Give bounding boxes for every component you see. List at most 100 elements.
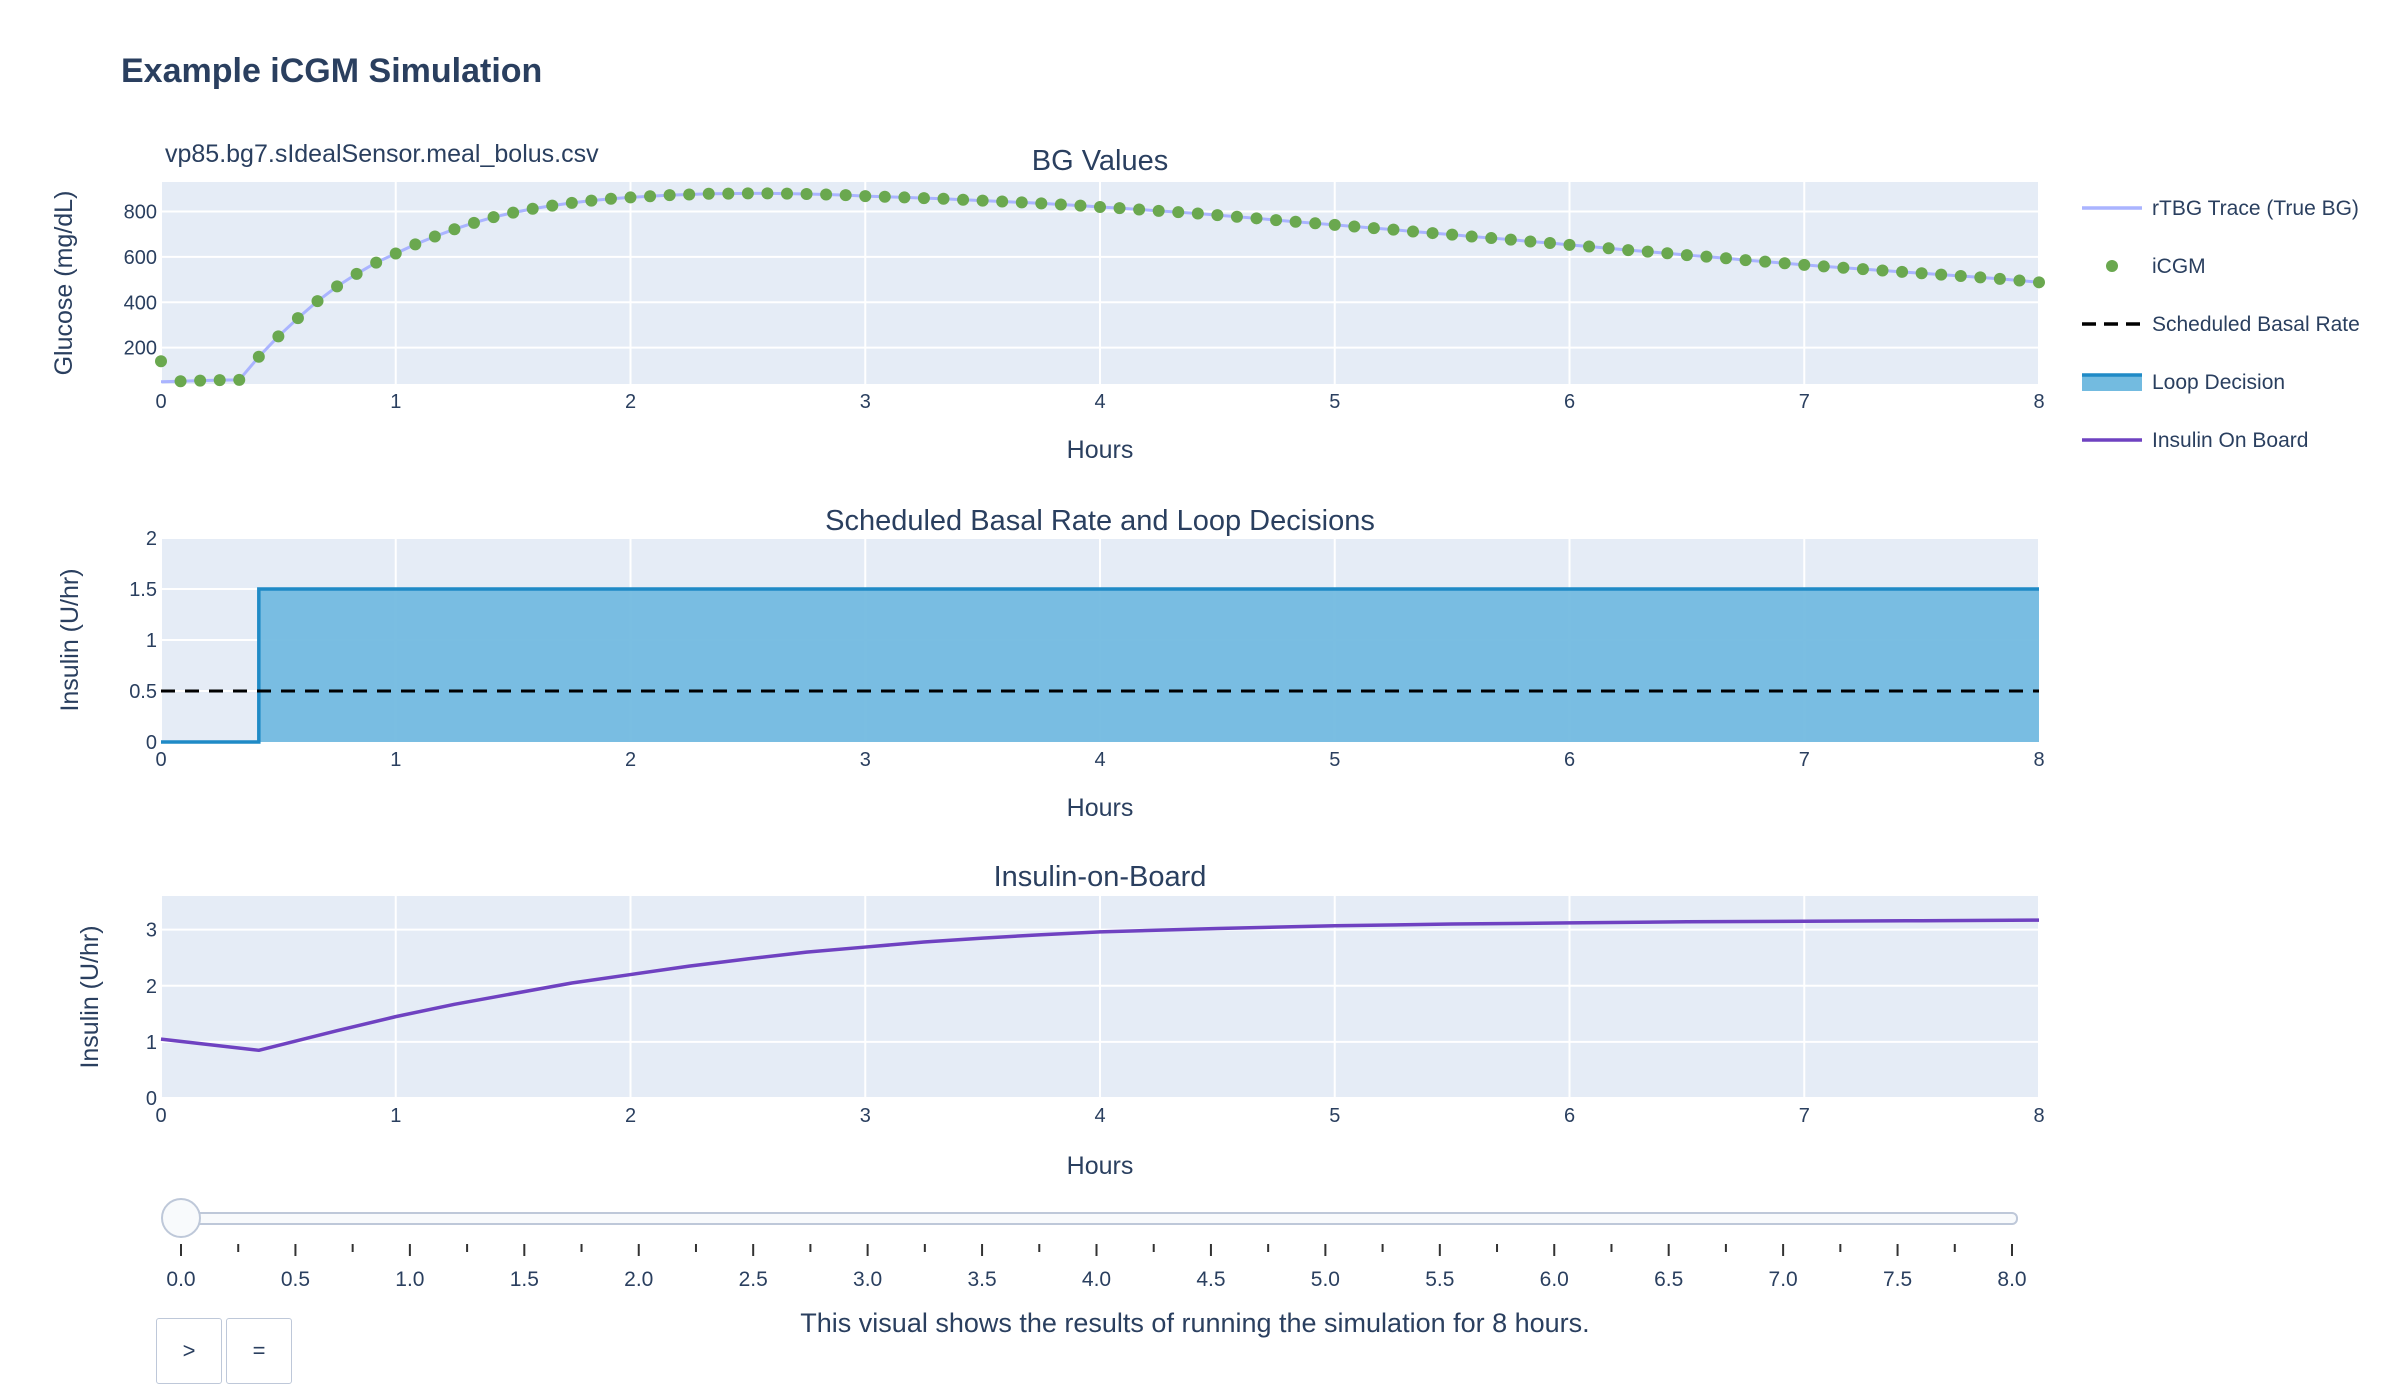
icgm-point bbox=[1152, 204, 1165, 217]
x-axis-title: Hours bbox=[1067, 794, 1134, 822]
icgm-point bbox=[2013, 274, 2026, 287]
slider-tick-label: 1.0 bbox=[395, 1268, 424, 1291]
slider-tick-label: 4.0 bbox=[1082, 1268, 1111, 1291]
icgm-point bbox=[1426, 227, 1439, 240]
icgm-point bbox=[1524, 235, 1537, 248]
icgm-point bbox=[996, 195, 1009, 208]
icgm-point bbox=[1583, 240, 1596, 253]
x-axis-title: Hours bbox=[1067, 436, 1134, 464]
x-tick-label: 6 bbox=[1564, 749, 1575, 771]
play-button[interactable]: > bbox=[156, 1318, 222, 1384]
y-axis-title: Insulin (U/hr) bbox=[56, 568, 84, 711]
x-tick-label: 2 bbox=[625, 1105, 636, 1127]
slider-tick-label: 1.5 bbox=[510, 1268, 539, 1291]
slider-tick-label: 8.0 bbox=[1997, 1268, 2026, 1291]
icgm-point bbox=[1133, 203, 1146, 216]
icgm-point bbox=[1367, 222, 1380, 235]
x-axis-title: Hours bbox=[1067, 1152, 1134, 1180]
y-tick-label: 1 bbox=[146, 630, 157, 652]
y-tick-label: 200 bbox=[124, 338, 157, 360]
icgm-point bbox=[741, 187, 754, 200]
legend-swatch bbox=[2106, 260, 2118, 272]
slider-tick-label: 7.5 bbox=[1883, 1268, 1912, 1291]
icgm-point bbox=[311, 295, 324, 308]
icgm-point bbox=[526, 202, 539, 215]
x-tick-label: 1 bbox=[390, 391, 401, 413]
icgm-point bbox=[389, 247, 402, 260]
x-tick-label: 5 bbox=[1329, 391, 1340, 413]
icgm-point bbox=[487, 211, 500, 224]
y-axis-title: Glucose (mg/dL) bbox=[50, 191, 78, 376]
icgm-point bbox=[448, 223, 461, 236]
icgm-point bbox=[546, 199, 559, 212]
icgm-point bbox=[1856, 263, 1869, 276]
x-tick-label: 3 bbox=[860, 749, 871, 771]
page-title: Example iCGM Simulation bbox=[121, 52, 543, 90]
icgm-point bbox=[878, 190, 891, 203]
x-tick-label: 3 bbox=[860, 391, 871, 413]
slider-tick-label: 3.0 bbox=[853, 1268, 882, 1291]
slider-tick-label: 5.0 bbox=[1311, 1268, 1340, 1291]
legend-label: Insulin On Board bbox=[2152, 429, 2308, 452]
x-tick-label: 7 bbox=[1799, 391, 1810, 413]
icgm-point bbox=[1094, 200, 1106, 213]
icgm-point bbox=[331, 280, 344, 293]
x-tick-label: 1 bbox=[390, 1105, 401, 1127]
legend-label: iCGM bbox=[2152, 255, 2206, 278]
icgm-point bbox=[428, 230, 441, 243]
icgm-point bbox=[1739, 254, 1752, 267]
icgm-point bbox=[1915, 267, 1928, 280]
icgm-point bbox=[663, 189, 676, 202]
icgm-point bbox=[194, 374, 207, 387]
slider-tick-label: 4.5 bbox=[1196, 1268, 1225, 1291]
icgm-point bbox=[1387, 223, 1400, 236]
icgm-point bbox=[1289, 215, 1302, 228]
icgm-point bbox=[1054, 198, 1067, 211]
subplot-title: BG Values bbox=[1032, 145, 1168, 177]
iob-line bbox=[160, 918, 2040, 1053]
icgm-point bbox=[174, 375, 187, 388]
icgm-point bbox=[1270, 214, 1283, 227]
icgm-point bbox=[1074, 199, 1087, 212]
legend-label: Loop Decision bbox=[2152, 371, 2285, 394]
icgm-point bbox=[976, 194, 989, 207]
x-tick-label: 7 bbox=[1799, 1105, 1810, 1127]
icgm-point bbox=[722, 187, 735, 200]
x-tick-label: 6 bbox=[1564, 391, 1575, 413]
icgm-point bbox=[1113, 202, 1126, 215]
icgm-point bbox=[565, 196, 578, 209]
slider-tick-label: 2.0 bbox=[624, 1268, 653, 1291]
y-tick-label: 2 bbox=[146, 528, 157, 550]
x-tick-label: 8 bbox=[2033, 749, 2044, 771]
icgm-point bbox=[1759, 255, 1772, 268]
x-tick-label: 8 bbox=[2033, 1105, 2044, 1127]
y-tick-label: 400 bbox=[124, 292, 157, 314]
icgm-point bbox=[781, 187, 794, 200]
icgm-point bbox=[1543, 237, 1556, 250]
icgm-point bbox=[1250, 212, 1263, 225]
icgm-point bbox=[604, 192, 617, 205]
icgm-point bbox=[213, 374, 226, 387]
icgm-point bbox=[1954, 269, 1967, 282]
legend-swatch bbox=[2082, 375, 2142, 391]
slider-track[interactable] bbox=[171, 1212, 2018, 1225]
x-tick-label: 0 bbox=[155, 1105, 166, 1127]
slider-handle[interactable] bbox=[161, 1198, 201, 1238]
icgm-point bbox=[1798, 258, 1811, 271]
legend-label: rTBG Trace (True BG) bbox=[2152, 197, 2359, 220]
x-tick-label: 3 bbox=[860, 1105, 871, 1127]
subplot-title: Insulin-on-Board bbox=[994, 861, 1207, 893]
icgm-point bbox=[1465, 230, 1478, 243]
icgm-point bbox=[1015, 196, 1028, 209]
icgm-point bbox=[2033, 276, 2045, 289]
pause-button[interactable]: = bbox=[226, 1318, 292, 1384]
icgm-point bbox=[1974, 271, 1987, 284]
icgm-point bbox=[761, 187, 774, 200]
loop-decision-line bbox=[161, 587, 2039, 744]
icgm-point bbox=[507, 206, 520, 219]
icgm-point bbox=[1309, 217, 1322, 230]
y-tick-label: 1.5 bbox=[129, 579, 157, 601]
slider-tick-label: 0.5 bbox=[281, 1268, 310, 1291]
slider-tick-label: 0.0 bbox=[166, 1268, 195, 1291]
icgm-point bbox=[937, 192, 950, 205]
